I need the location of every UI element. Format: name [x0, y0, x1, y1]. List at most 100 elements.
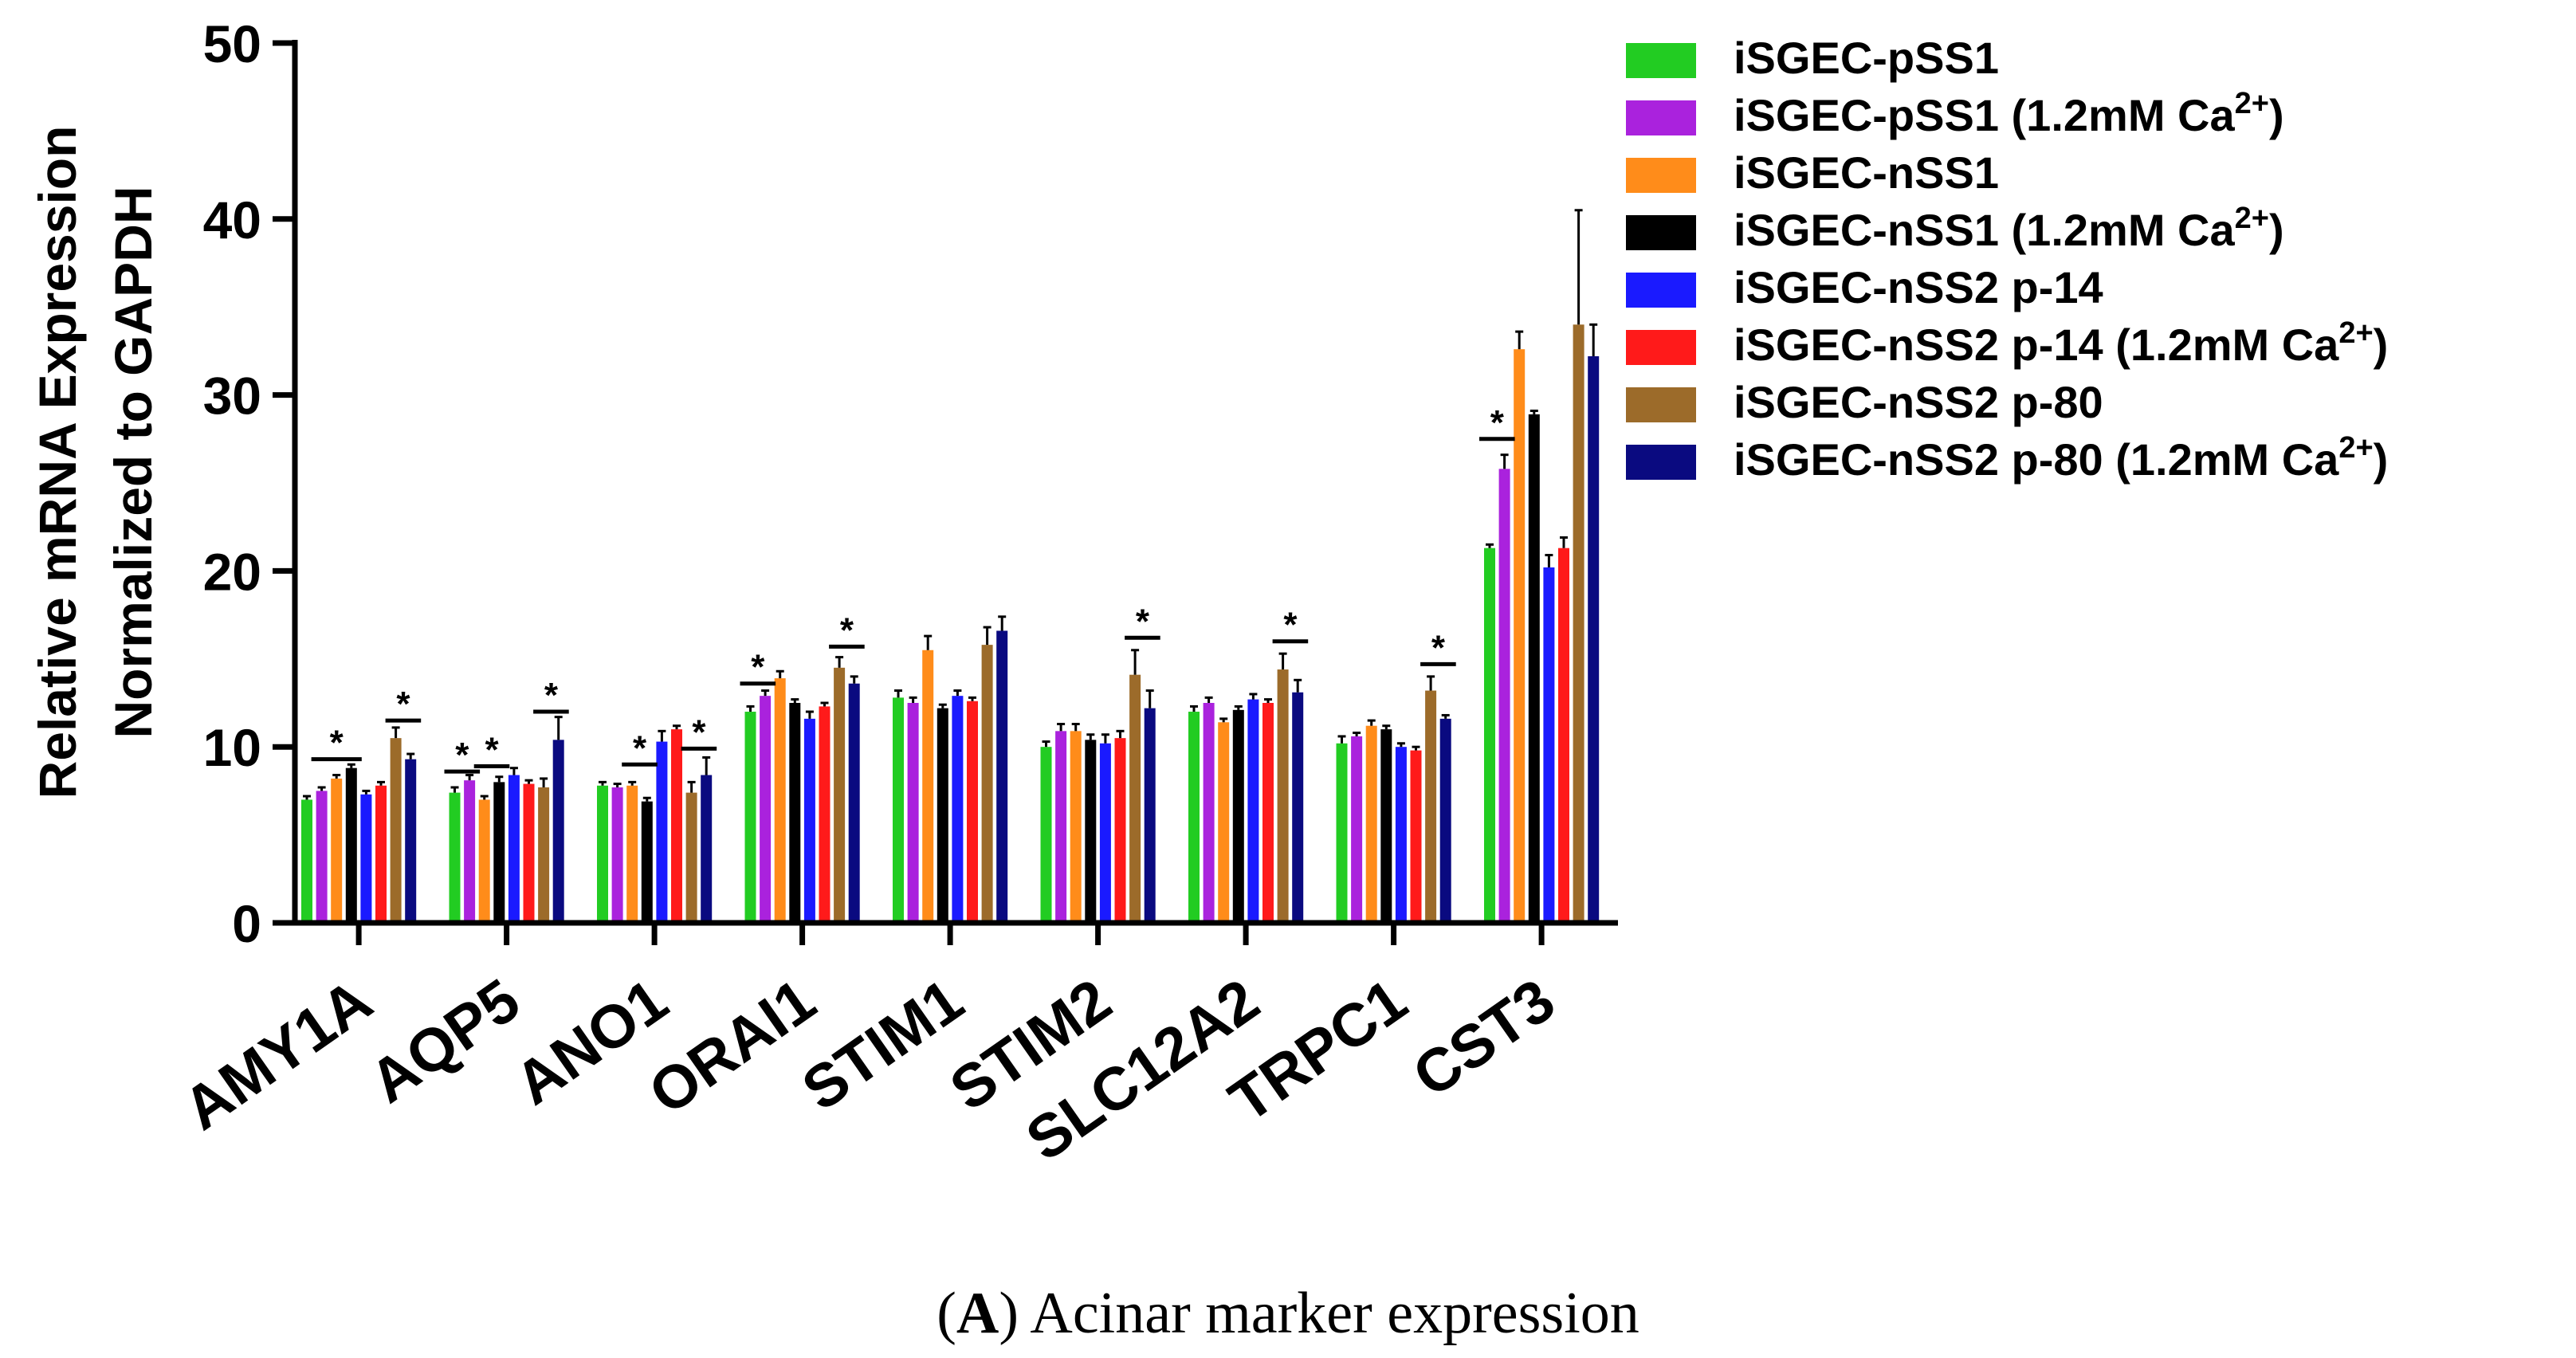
legend-swatch-7 — [1626, 387, 1696, 422]
bar-stim2-series-8 — [1144, 708, 1156, 923]
legend-label-7: iSGEC-nSS2 p-80 — [1734, 377, 2103, 427]
legend-label-superscript-6: 2+ — [2338, 316, 2373, 350]
legend-swatch-3 — [1626, 158, 1696, 193]
bar-trpc1-series-4 — [1380, 729, 1392, 923]
bar-orai1-series-1 — [744, 712, 756, 923]
bar-cst3-series-3 — [1514, 349, 1526, 923]
legend-swatch-2 — [1626, 100, 1696, 135]
y-axis-label-line2: Normalized to GAPDH — [104, 186, 163, 738]
legend-label-1: iSGEC-pSS1 — [1734, 33, 1999, 83]
legend-label-name-6: iSGEC-nSS2 p-14 (1.2mM Ca — [1734, 320, 2339, 370]
y-tick-label-0: 0 — [232, 894, 261, 953]
legend-label-tail-4: ) — [2269, 205, 2284, 255]
y-tick-label-40: 40 — [203, 190, 261, 249]
significance-star-7: * — [692, 712, 706, 752]
bar-trpc1-series-3 — [1365, 725, 1377, 923]
bar-slc12a2-series-7 — [1277, 669, 1289, 923]
bar-ano1-series-8 — [701, 775, 713, 923]
bar-amy1a-series-3 — [331, 778, 343, 923]
bar-slc12a2-series-5 — [1247, 699, 1259, 923]
bar-trpc1-series-5 — [1395, 747, 1407, 923]
bar-aqp5-series-5 — [508, 775, 520, 923]
legend-label-tail-6: ) — [2374, 320, 2389, 370]
bar-cst3-series-7 — [1573, 324, 1584, 923]
x-tick-label-cst3: CST3 — [1401, 966, 1567, 1110]
legend-label-name-7: iSGEC-nSS2 p-80 — [1734, 377, 2103, 427]
legend-label-name-1: iSGEC-pSS1 — [1734, 33, 1999, 83]
significance-star-5: * — [544, 676, 559, 715]
bar-cst3-series-6 — [1558, 548, 1569, 923]
legend-label-2: iSGEC-pSS1 (1.2mM Ca2+) — [1734, 87, 2284, 140]
bar-aqp5-series-3 — [478, 799, 490, 923]
bar-trpc1-series-6 — [1410, 750, 1422, 923]
bar-amy1a-series-1 — [301, 799, 312, 923]
bar-aqp5-series-1 — [449, 792, 461, 923]
bar-slc12a2-series-4 — [1232, 709, 1244, 923]
bar-cst3-series-4 — [1528, 414, 1540, 923]
significance-star-11: * — [1283, 606, 1298, 645]
legend-swatch-5 — [1626, 273, 1696, 308]
bar-stim1-series-4 — [937, 708, 948, 923]
bar-amy1a-series-5 — [360, 794, 372, 923]
significance-star-12: * — [1431, 628, 1446, 667]
x-tick-label-aqp5: AQP5 — [358, 966, 532, 1116]
bar-ano1-series-1 — [597, 785, 608, 923]
bar-amy1a-series-2 — [316, 791, 328, 923]
x-tick-label-stim1: STIM1 — [791, 966, 976, 1124]
bar-slc12a2-series-1 — [1188, 712, 1200, 923]
bar-stim2-series-5 — [1099, 743, 1111, 923]
legend-swatch-4 — [1626, 215, 1696, 250]
bar-ano1-series-3 — [626, 785, 638, 923]
legend-label-superscript-8: 2+ — [2338, 431, 2373, 465]
y-tick-label-20: 20 — [203, 542, 261, 601]
legend-label-superscript-4: 2+ — [2235, 202, 2269, 235]
y-tick-label-30: 30 — [203, 367, 261, 426]
significance-star-8: * — [751, 648, 765, 687]
significance-star-13: * — [1490, 403, 1505, 442]
bar-stim2-series-2 — [1055, 731, 1067, 923]
bar-cst3-series-2 — [1498, 469, 1510, 923]
legend-label-5: iSGEC-nSS2 p-14 — [1734, 262, 2103, 312]
bar-ano1-series-2 — [611, 787, 623, 923]
legend-swatch-8 — [1626, 445, 1696, 480]
bar-orai1-series-4 — [789, 703, 801, 923]
significance-star-1: * — [330, 724, 344, 763]
bar-cst3-series-8 — [1588, 356, 1600, 923]
y-axis-title: Relative mRNA Expression Normalized to G… — [28, 126, 163, 799]
bar-ano1-series-6 — [671, 729, 682, 923]
bar-stim1-series-5 — [952, 696, 964, 923]
bar-aqp5-series-8 — [552, 740, 564, 923]
bar-orai1-series-6 — [819, 706, 831, 923]
legend-label-8: iSGEC-nSS2 p-80 (1.2mM Ca2+) — [1734, 431, 2388, 485]
significance-star-6: * — [633, 728, 647, 767]
y-tick-label-50: 50 — [203, 14, 261, 73]
significance-star-2: * — [396, 685, 410, 724]
significance-star-10: * — [1136, 602, 1150, 641]
caption-open-paren: ( — [937, 1281, 956, 1346]
bar-stim2-series-3 — [1070, 731, 1082, 923]
bar-orai1-series-8 — [848, 683, 860, 923]
significance-star-9: * — [840, 610, 854, 650]
significance-star-4: * — [485, 730, 499, 769]
legend-label-superscript-2: 2+ — [2235, 87, 2269, 120]
legend-label-4: iSGEC-nSS1 (1.2mM Ca2+) — [1734, 202, 2284, 255]
legend-label-name-8: iSGEC-nSS2 p-80 (1.2mM Ca — [1734, 434, 2339, 485]
x-tick-label-orai1: ORAI1 — [637, 966, 827, 1128]
legend-swatch-1 — [1626, 43, 1696, 78]
bar-stim1-series-8 — [996, 630, 1008, 923]
significance-star-3: * — [455, 736, 469, 775]
bar-stim2-series-1 — [1040, 747, 1052, 923]
bar-stim1-series-1 — [893, 697, 904, 923]
bar-stim1-series-3 — [922, 650, 934, 923]
legend-label-name-3: iSGEC-nSS1 — [1734, 147, 1999, 198]
bar-trpc1-series-2 — [1351, 736, 1363, 923]
bar-ano1-series-4 — [641, 801, 653, 923]
bar-trpc1-series-1 — [1336, 743, 1348, 923]
bar-slc12a2-series-2 — [1203, 703, 1215, 923]
bar-cst3-series-1 — [1484, 548, 1495, 923]
bar-stim2-series-4 — [1085, 740, 1097, 923]
bar-ano1-series-5 — [656, 741, 668, 923]
bar-stim2-series-7 — [1129, 674, 1141, 923]
